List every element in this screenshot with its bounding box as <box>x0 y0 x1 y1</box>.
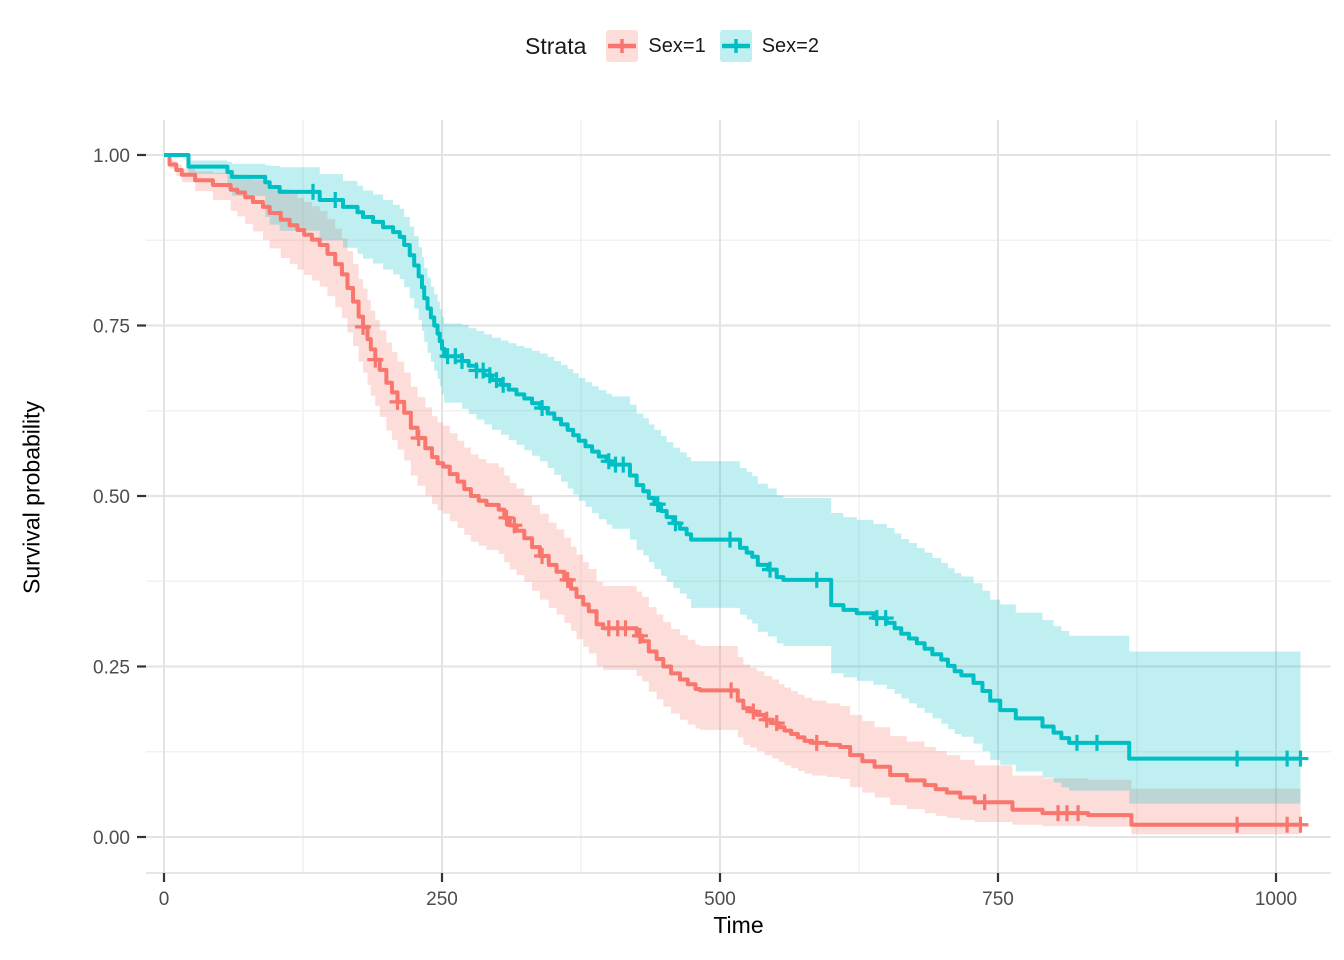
censor-plus-icon <box>608 39 637 53</box>
legend-key-sex2-icon <box>719 30 752 62</box>
legend-label-sex2: Sex=2 <box>761 34 819 57</box>
legend-item-sex1[interactable]: Sex=1 <box>606 30 706 62</box>
censor-plus-icon <box>721 39 750 53</box>
x-tick-label: 1000 <box>1255 889 1297 910</box>
legend-label-sex1: Sex=1 <box>648 34 706 57</box>
legend-key-sex1-icon <box>606 30 639 62</box>
x-axis-title: Time <box>713 912 764 938</box>
legend-title: Strata <box>525 32 587 59</box>
legend-item-sex2[interactable]: Sex=2 <box>719 30 819 62</box>
y-tick-label: 0.75 <box>93 317 130 338</box>
x-tick-label: 500 <box>704 889 736 910</box>
y-tick-label: 0.25 <box>93 658 130 679</box>
y-axis-title: Survival probability <box>18 400 45 595</box>
y-tick-label: 0.50 <box>93 487 130 508</box>
y-tick-label: 0.00 <box>93 828 130 849</box>
legend: Strata Sex=1 Sex=2 <box>0 30 1344 62</box>
x-tick-label: 250 <box>426 889 458 910</box>
x-tick-label: 750 <box>982 889 1014 910</box>
x-tick-label: 0 <box>159 889 170 910</box>
survival-curve-sex-2 <box>164 153 1301 761</box>
confidence-band-sex-1 <box>164 155 1301 835</box>
y-tick-label: 1.00 <box>93 146 130 167</box>
confidence-band-sex-2 <box>164 155 1301 804</box>
